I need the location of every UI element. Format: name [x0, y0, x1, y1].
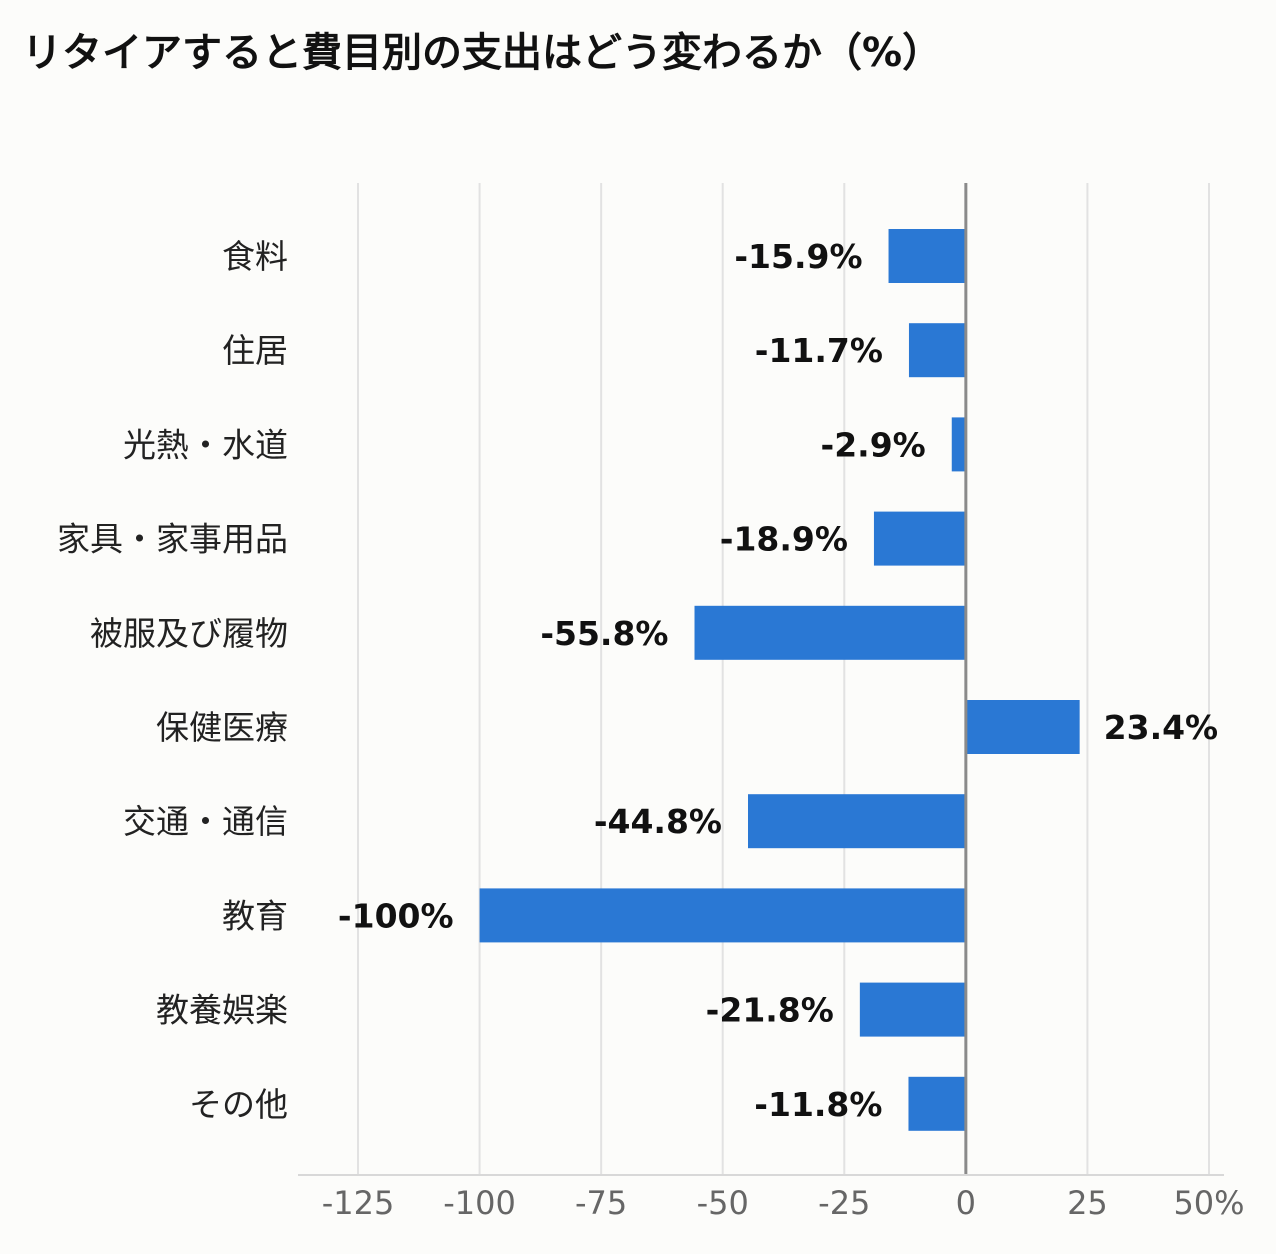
data-label: -21.8%	[706, 991, 834, 1030]
data-label: -100%	[338, 896, 454, 935]
bar	[479, 888, 966, 943]
data-label: -15.9%	[734, 237, 862, 276]
data-label: -44.8%	[594, 802, 722, 841]
data-labels: -15.9% -11.7% -2.9% -18.9% -55.8% 23.4% -44.8%…	[338, 237, 1218, 1124]
x-tick-label: 50%	[1173, 1184, 1244, 1222]
category-label: 被服及び履物	[90, 614, 288, 653]
category-label: 光熱・水道	[123, 425, 288, 464]
x-tick-label: -100	[443, 1184, 516, 1222]
x-tick-label: -125	[322, 1184, 395, 1222]
data-label: 23.4%	[1104, 708, 1219, 747]
bar	[873, 511, 966, 566]
bar	[859, 982, 966, 1037]
chart-title: リタイアすると費目別の支出はどう変わるか（%）	[22, 30, 942, 76]
x-tick-label: -50	[697, 1184, 749, 1222]
x-axis: -125 -100 -75 -50 -25 0 25 50%	[298, 1174, 1245, 1222]
category-label: 教養娯楽	[156, 991, 288, 1030]
bar	[908, 1076, 966, 1131]
category-label: 家具・家事用品	[57, 520, 288, 559]
bar	[908, 323, 966, 378]
x-tick-label: -75	[575, 1184, 627, 1222]
data-label: -55.8%	[540, 614, 668, 653]
category-label: 食料	[222, 237, 288, 276]
bar	[888, 229, 966, 283]
bar	[965, 700, 1080, 754]
category-label: その他	[189, 1085, 288, 1124]
data-label: -18.9%	[720, 520, 848, 559]
data-label: -2.9%	[821, 425, 926, 464]
bar	[748, 794, 966, 849]
gridlines	[357, 183, 1210, 1175]
x-tick-label: -25	[818, 1184, 870, 1222]
x-tick-label: 25	[1067, 1184, 1108, 1222]
x-tick-label: 0	[956, 1184, 976, 1222]
data-label: -11.7%	[755, 331, 883, 370]
bar	[951, 417, 966, 472]
bar	[694, 605, 966, 660]
category-label: 交通・通信	[123, 802, 288, 841]
category-label: 教育	[222, 896, 288, 935]
category-label: 住居	[222, 331, 288, 370]
category-label: 保健医療	[156, 708, 288, 747]
bars	[479, 229, 1080, 1131]
data-label: -11.8%	[754, 1085, 882, 1124]
